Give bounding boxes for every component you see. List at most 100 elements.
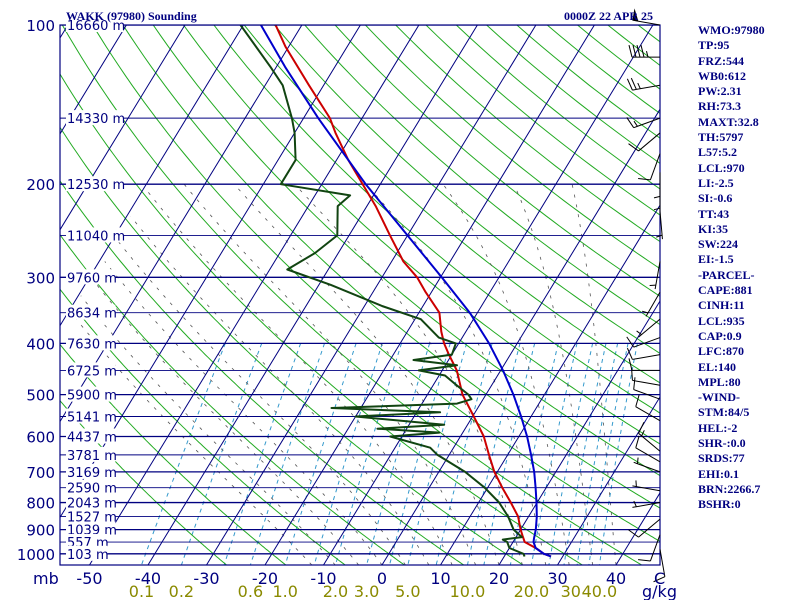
moist-adiabat [130,216,430,565]
height-label-background [66,479,116,495]
height-label: 5141 m [67,411,117,426]
mixing-ratio-line [313,343,383,565]
mixing-ratio-line [335,343,402,565]
mixing-ratio-line [598,343,638,565]
wind-barb [628,518,661,538]
dry-adiabat [60,288,346,565]
height-labels: 16660 m 14330 m 12530 m 11040 m 9760 m 8634 m… [66,17,125,563]
mixing-ratio-line [223,343,302,565]
index-item: SW:224 [698,237,739,252]
index-item: LCL:970 [698,160,745,175]
index-item: EI:-1.5 [698,252,734,267]
moist-adiabat [513,184,593,565]
dewpoint-trace [239,25,526,557]
pressure-tick-label: 100 [26,17,55,35]
pressure-tick-label: 400 [26,335,55,353]
height-label: 2043 m [67,497,117,512]
mixing-ratio-tick-label: 0.2 [169,582,194,600]
station-title: WAKK (97980) Sounding [66,9,197,23]
index-item: CAP:0.9 [698,328,742,343]
wind-barb [632,8,661,26]
index-item: MPL:80 [698,374,741,389]
index-item: TH:5797 [698,130,744,145]
dry-adiabat [60,73,583,565]
mixing-ratio-line [548,343,594,565]
dry-adiabat [334,25,660,297]
temperature-tick-label: 30 [547,569,567,588]
index-item: LCL:935 [698,313,745,328]
plot-frame [59,24,661,566]
temperature-axis: -50 -40 -30 -20 -10 0 10 20 30 40 [76,569,626,588]
moist-adiabat [365,183,547,565]
temperature-tick-label: 0 [377,569,387,588]
index-item: STM:84/5 [698,405,750,420]
temperature-tick-label: -30 [193,569,219,588]
height-label: 9760 m [67,271,117,286]
mixing-ratio-tick-label: 1.0 [272,582,297,600]
index-item: TP:95 [698,38,730,53]
height-label: 16660 m [67,19,125,34]
height-label: 6725 m [67,364,117,379]
index-item: -WIND- [698,390,740,405]
wind-barbs [626,8,666,583]
wind-barb [633,457,661,473]
index-item: L57:5.2 [698,145,737,160]
mixing-ratio-tick-label: 0.1 [129,582,154,600]
height-label-background [66,463,116,479]
wind-barb [635,435,661,463]
index-item: LFC:870 [698,344,744,359]
height-label-background [66,362,116,378]
moist-adiabat [442,183,570,565]
dry-adiabat [274,25,660,355]
pressure-tick-label: 200 [26,176,55,194]
height-label: 12530 m [67,178,125,193]
mixing-ratio-line [435,343,493,565]
mixing-ratio-line [249,343,325,565]
wind-barb [653,549,666,583]
dry-adiabat [213,25,660,414]
pressure-tick-label: 600 [26,428,55,446]
stability-indices-panel: WMO:97980 TP:95 FRZ:544 WB0:612 PW:2.31 RH:73… [698,23,798,513]
isotherm [0,25,9,565]
height-label: 103 m [67,548,109,563]
mixing-ratio-line [530,343,578,565]
wind-barb [636,318,661,338]
wind-barb [628,44,660,58]
index-item: EL:140 [698,359,737,374]
mixing-ratio-line [588,343,629,565]
pressure-tick-label: 900 [26,522,55,540]
wind-barb [653,184,661,213]
mixing-ratio-line [467,343,521,565]
height-label-background [66,521,116,537]
index-item: MAXT:32.8 [698,114,759,129]
isotherm [557,396,660,565]
height-label-background [66,335,116,351]
height-label-background [66,408,116,424]
index-item: LI:-2.5 [698,175,734,190]
index-item: SRDS:77 [698,451,745,466]
index-item: CAPE:881 [698,283,753,298]
parcel-trace [260,25,552,558]
moist-adiabat [571,184,617,565]
height-label: 14330 m [67,112,125,127]
wind-barb [638,421,661,452]
height-label-background [66,446,116,462]
temperature-tick-label: 40 [606,569,626,588]
sounding-profiles [239,25,552,558]
dry-adiabat [122,25,660,509]
temperature-tick-label: -40 [135,569,161,588]
dry-adiabat [365,25,660,270]
dry-adiabat [60,343,287,565]
height-label: 3781 m [67,449,117,464]
isotherm [498,300,660,565]
mixing-ratio-tick-label: 30 [561,582,581,600]
mixing-ratio-line [563,343,607,565]
index-item: -PARCEL- [698,267,755,282]
isotherm [60,25,69,39]
index-item: CINH:11 [698,298,745,313]
mixing-ratio-tick-label: 2.0 [323,582,348,600]
temperature-tick-label: -10 [310,569,336,588]
mixing-ratio-tick-label: 5.0 [395,582,420,600]
index-item: BRN:2266.7 [698,481,761,496]
temperature-tick-label: 20 [489,569,509,588]
